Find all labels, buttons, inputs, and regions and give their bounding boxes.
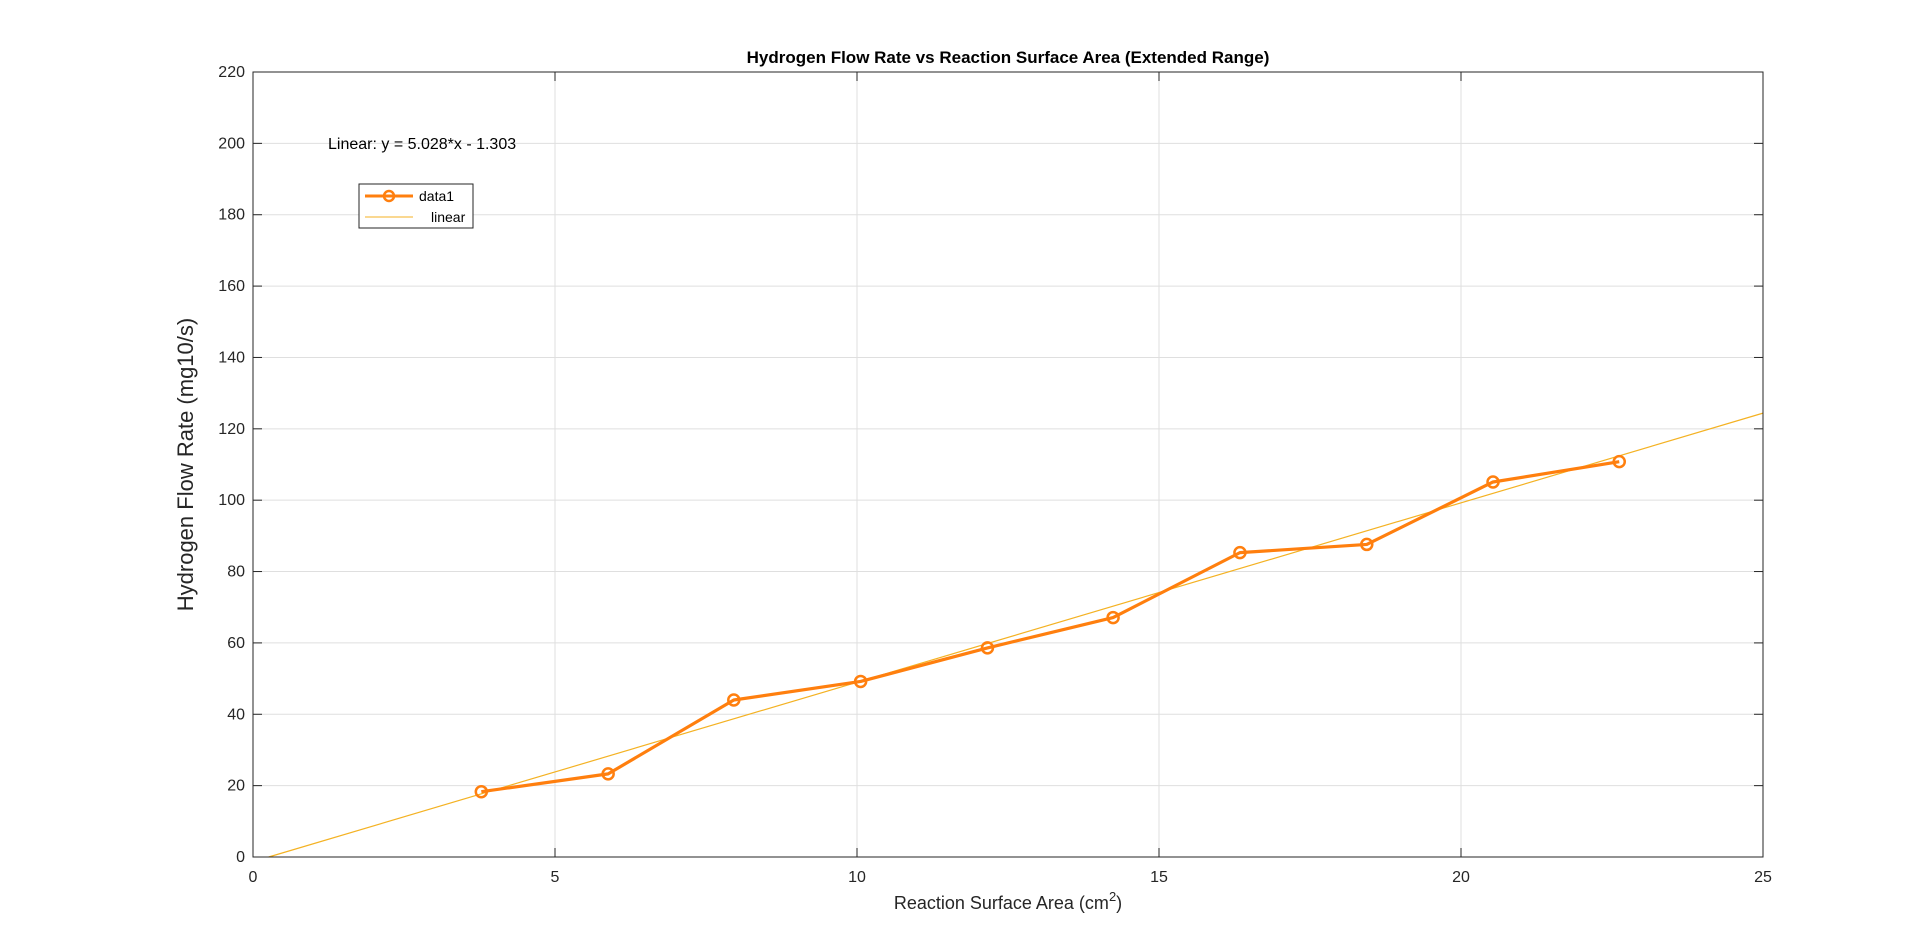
x-tick-label: 15 (1150, 869, 1168, 886)
data-point (1360, 537, 1374, 552)
x-tick-label: 5 (551, 869, 560, 886)
legend-label-data1: data1 (419, 188, 454, 204)
fit-annotation: Linear: y = 5.028*x - 1.303 (328, 136, 516, 153)
x-tick-label: 10 (848, 869, 866, 886)
y-axis-label: Hydrogen Flow Rate (mg10/s) (173, 318, 198, 611)
y-tick-label: 200 (218, 135, 245, 152)
y-tick-label: 140 (218, 349, 245, 366)
series-layer (268, 412, 1764, 858)
y-tick-label: 80 (227, 564, 245, 581)
x-axis-label-main: Reaction Surface Area (cm (894, 893, 1109, 913)
data-point (727, 693, 741, 707)
plot-frame (252, 71, 1764, 858)
y-tick-label: 0 (236, 849, 245, 866)
y-tick-label: 60 (227, 635, 245, 652)
series-data1-line (481, 460, 1620, 794)
y-tick-label: 160 (218, 278, 245, 295)
legend: data1 linear (358, 183, 474, 229)
series-linear-line (268, 412, 1764, 858)
data-point (1106, 610, 1120, 625)
ticks: 0 5 10 15 20 25 0 20 40 60 80 100 120 140 160 180 200 220 (218, 64, 1772, 886)
data-point (1486, 475, 1500, 489)
y-tick-label: 120 (218, 421, 245, 438)
legend-label-linear: linear (431, 209, 466, 225)
data-point (853, 674, 868, 689)
y-tick-label: 220 (218, 64, 245, 81)
legend-marker-data1 (382, 189, 396, 203)
x-axis-label-superscript: 2 (1109, 889, 1116, 904)
x-tick-label: 0 (249, 869, 258, 886)
chart-title: Hydrogen Flow Rate vs Reaction Surface A… (747, 48, 1270, 67)
x-axis-label: Reaction Surface Area (cm2) (894, 889, 1122, 913)
data-point (1233, 545, 1247, 560)
legend-box (358, 183, 474, 229)
y-tick-label: 40 (227, 706, 245, 723)
data-point (474, 784, 489, 799)
data-point (980, 641, 995, 655)
data-point (1612, 454, 1626, 469)
x-tick-label: 25 (1754, 869, 1772, 886)
y-tick-label: 180 (218, 207, 245, 224)
data-point (601, 767, 615, 781)
x-axis-label-end: ) (1116, 893, 1122, 913)
x-tick-label: 20 (1452, 869, 1470, 886)
y-tick-label: 100 (218, 492, 245, 509)
y-tick-label: 20 (227, 778, 245, 795)
